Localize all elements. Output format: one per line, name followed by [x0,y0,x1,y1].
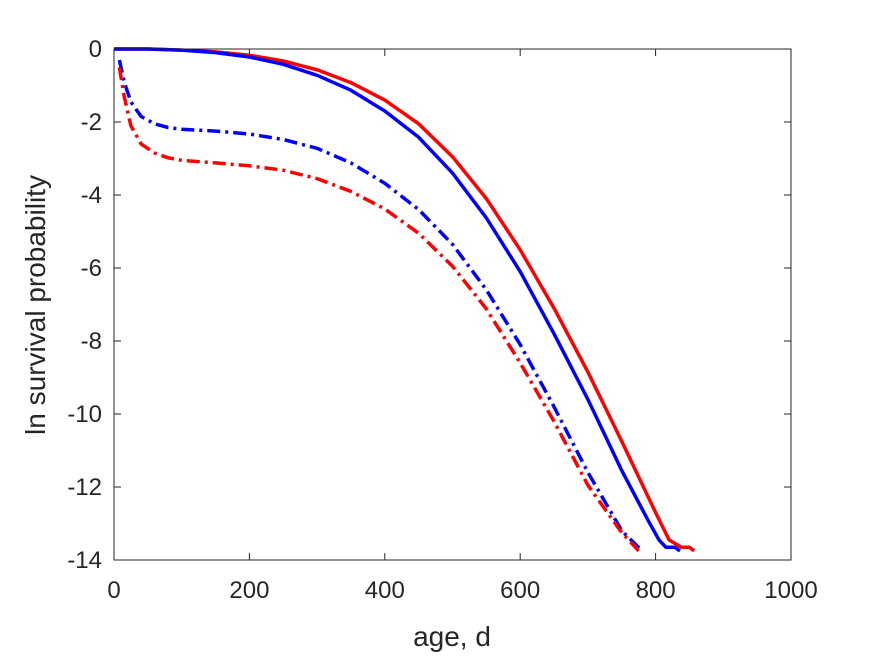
x-tick-label: 0 [107,577,120,604]
plot-frame [113,48,792,561]
axes-layer: 0 200 400 600 800 1000 0 -2 -4 -6 -8 -10 -12 -14 [67,36,817,604]
y-tick-label: 0 [89,36,102,63]
series-line-3-dashdot [117,59,644,553]
series-line-4-dashdot [117,67,640,553]
x-tick-label: 400 [365,577,405,604]
x-axis-label: age, d [413,621,491,652]
series-layer [114,47,696,553]
y-tick-label: -10 [67,401,102,428]
x-tick-label: 600 [500,577,540,604]
y-axis-label: ln survival probability [20,175,51,435]
y-tick-label: -6 [81,255,102,282]
series-line-2-solid [114,47,681,553]
y-tick-label: -4 [81,182,102,209]
y-tick-label: -2 [81,109,102,136]
plot-background [114,49,791,560]
x-tick-label: 1000 [764,577,817,604]
y-tick-label: -14 [67,547,102,574]
x-tick-label: 200 [229,577,269,604]
x-tick-label: 800 [636,577,676,604]
y-tick-label: -12 [67,474,102,501]
y-tick-label: -8 [81,328,102,355]
